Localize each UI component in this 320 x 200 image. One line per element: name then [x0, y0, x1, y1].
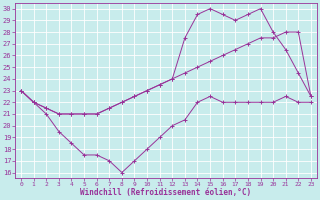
X-axis label: Windchill (Refroidissement éolien,°C): Windchill (Refroidissement éolien,°C) — [80, 188, 252, 197]
